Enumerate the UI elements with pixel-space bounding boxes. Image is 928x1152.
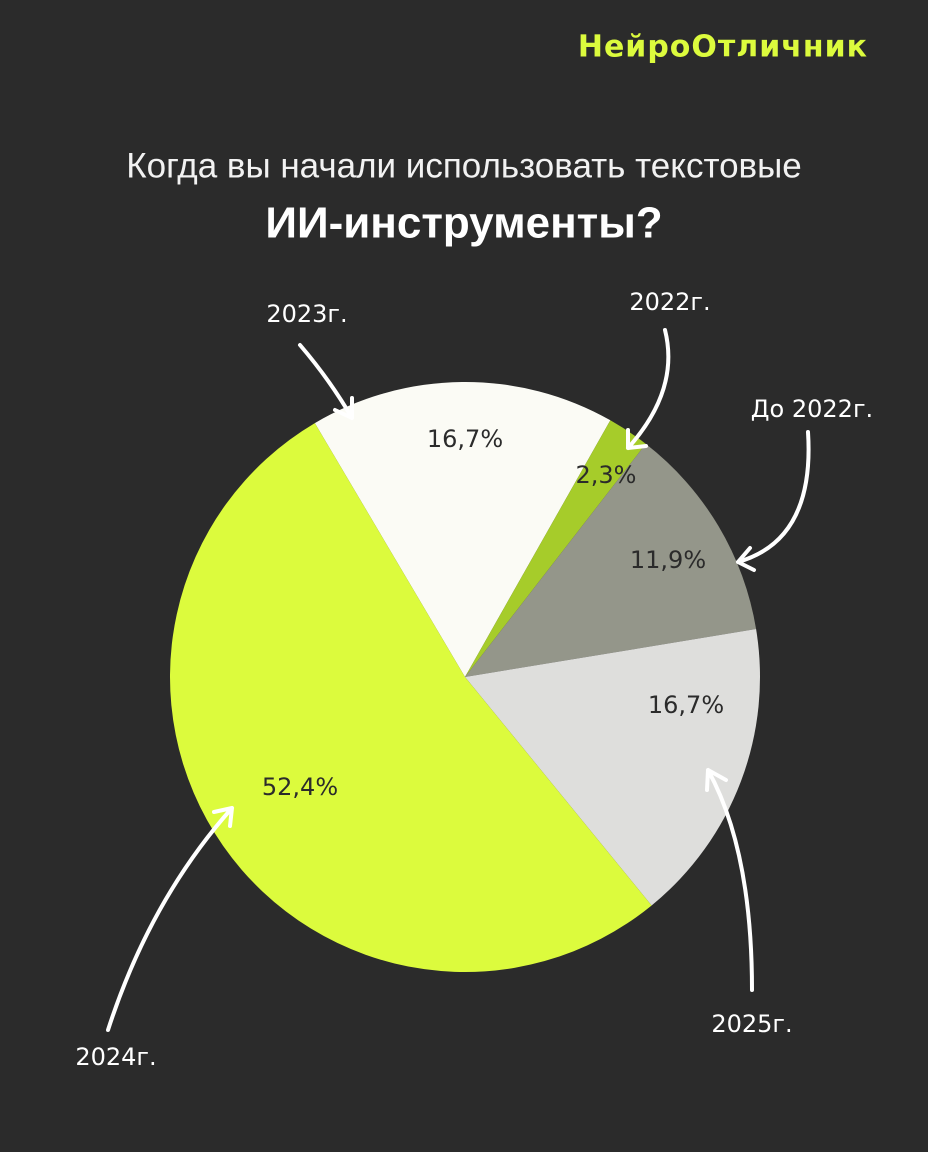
pie-slice: [169, 423, 652, 973]
legend-label: 2022г.: [629, 288, 710, 316]
legend-label: 2025г.: [711, 1010, 792, 1038]
legend-label: До 2022г.: [751, 395, 873, 423]
arrows: [106, 328, 811, 1032]
arrow: [298, 343, 354, 420]
value-label: 16,7%: [648, 691, 724, 719]
labels: 16,7% 2023г. 2,3% 2022г. 11,9% До 2022г. 16,7%…: [75, 288, 873, 1071]
chart-title: ИИ-инструменты?: [265, 199, 662, 248]
legend-label: 2024г.: [75, 1043, 156, 1071]
arrow: [106, 806, 234, 1032]
value-label: 2,3%: [576, 461, 637, 489]
arrow: [705, 768, 754, 992]
pie-slice: [465, 443, 757, 677]
pie-slice: [465, 629, 760, 906]
legend-label: 2023г.: [266, 300, 347, 328]
pie-slice: [314, 382, 611, 677]
pie: [169, 382, 760, 973]
arrow: [626, 328, 671, 450]
value-label: 16,7%: [427, 425, 503, 453]
brand: НейроОтличник: [578, 30, 868, 65]
value-label: 11,9%: [630, 546, 706, 574]
chart-title: Когда вы начали использовать текстовые: [126, 146, 802, 185]
value-label: 52,4%: [262, 773, 338, 801]
arrow: [736, 430, 811, 572]
pie-slice: [465, 420, 646, 677]
